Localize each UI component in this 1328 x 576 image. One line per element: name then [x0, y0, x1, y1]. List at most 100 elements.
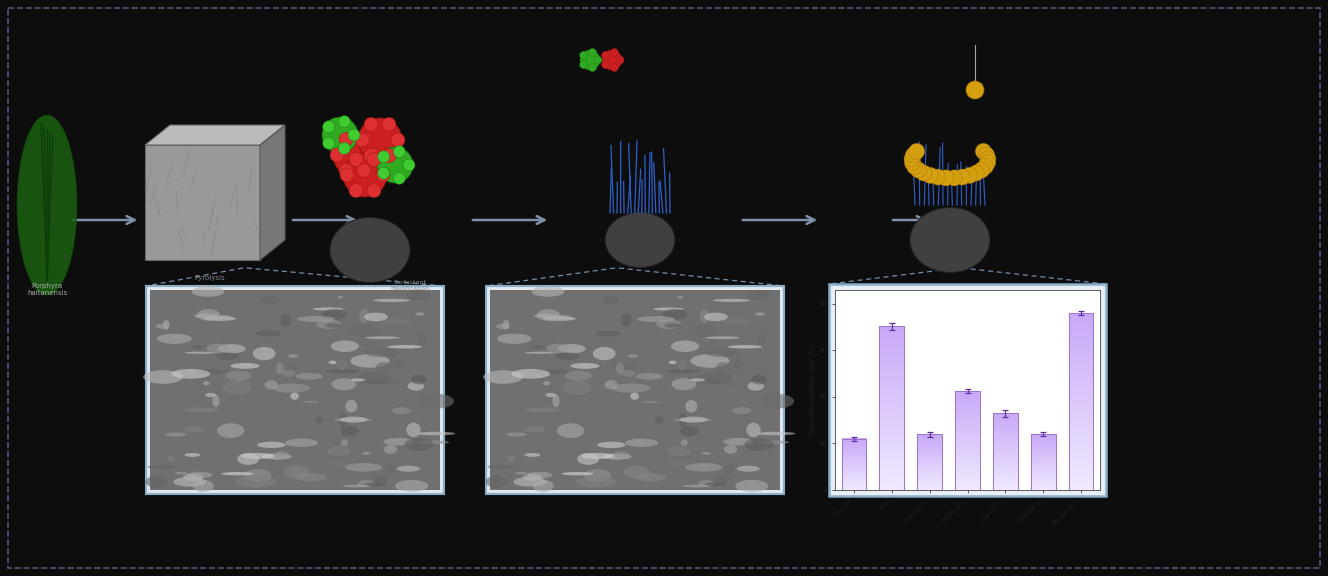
Ellipse shape — [373, 299, 410, 302]
Circle shape — [616, 56, 624, 64]
Circle shape — [588, 63, 596, 71]
Ellipse shape — [580, 453, 615, 459]
Circle shape — [611, 63, 619, 71]
Ellipse shape — [384, 438, 413, 445]
Circle shape — [594, 56, 602, 64]
Ellipse shape — [388, 345, 422, 348]
Circle shape — [349, 153, 363, 166]
Ellipse shape — [602, 295, 620, 304]
Ellipse shape — [313, 308, 344, 310]
Ellipse shape — [416, 312, 425, 316]
Ellipse shape — [193, 480, 214, 492]
Ellipse shape — [316, 416, 323, 424]
Circle shape — [602, 51, 610, 59]
Ellipse shape — [567, 386, 582, 400]
Ellipse shape — [506, 433, 527, 437]
Ellipse shape — [252, 347, 275, 360]
Ellipse shape — [396, 480, 429, 492]
Ellipse shape — [351, 378, 365, 381]
Ellipse shape — [275, 325, 290, 335]
Text: Pyrolysis: Pyrolysis — [195, 275, 226, 281]
Ellipse shape — [187, 472, 212, 478]
Circle shape — [923, 168, 939, 183]
Ellipse shape — [238, 453, 259, 465]
Ellipse shape — [525, 453, 540, 457]
Bar — [842, 439, 866, 490]
Bar — [146, 286, 444, 494]
Ellipse shape — [756, 312, 765, 316]
Ellipse shape — [272, 384, 309, 393]
Ellipse shape — [333, 418, 372, 422]
Circle shape — [321, 117, 359, 153]
Ellipse shape — [203, 316, 236, 321]
Ellipse shape — [185, 453, 201, 457]
Ellipse shape — [282, 370, 295, 377]
Ellipse shape — [636, 373, 663, 380]
Ellipse shape — [367, 382, 400, 385]
Ellipse shape — [193, 345, 203, 348]
Ellipse shape — [345, 400, 357, 412]
Ellipse shape — [288, 354, 299, 358]
Ellipse shape — [546, 393, 556, 397]
Ellipse shape — [406, 423, 421, 437]
Circle shape — [348, 129, 360, 141]
Ellipse shape — [183, 426, 205, 433]
Ellipse shape — [546, 344, 568, 353]
Circle shape — [357, 164, 371, 177]
Ellipse shape — [393, 359, 404, 369]
Circle shape — [907, 158, 923, 175]
Ellipse shape — [713, 475, 728, 484]
Ellipse shape — [226, 370, 251, 381]
Ellipse shape — [487, 465, 517, 469]
Ellipse shape — [616, 363, 624, 374]
Ellipse shape — [157, 334, 191, 344]
Ellipse shape — [175, 472, 187, 475]
Ellipse shape — [166, 433, 187, 437]
Ellipse shape — [185, 352, 215, 354]
Circle shape — [393, 172, 405, 184]
Circle shape — [946, 170, 961, 186]
Ellipse shape — [534, 313, 556, 319]
Ellipse shape — [683, 484, 709, 487]
Ellipse shape — [543, 381, 550, 385]
Ellipse shape — [236, 476, 276, 488]
Ellipse shape — [679, 413, 687, 427]
Circle shape — [906, 147, 922, 163]
Bar — [1031, 434, 1056, 490]
Bar — [150, 290, 440, 490]
Ellipse shape — [328, 446, 351, 456]
Bar — [879, 326, 904, 490]
Ellipse shape — [291, 393, 299, 400]
Ellipse shape — [669, 361, 677, 364]
Ellipse shape — [746, 423, 761, 437]
Ellipse shape — [736, 480, 769, 492]
Ellipse shape — [697, 372, 732, 383]
Ellipse shape — [420, 394, 454, 408]
Circle shape — [377, 151, 389, 163]
Ellipse shape — [688, 324, 717, 337]
Text: Surfactant
modification: Surfactant modification — [390, 280, 429, 291]
Circle shape — [376, 168, 390, 182]
Ellipse shape — [558, 344, 586, 353]
Ellipse shape — [316, 320, 341, 329]
Ellipse shape — [668, 446, 691, 456]
Bar — [1069, 313, 1093, 490]
Ellipse shape — [685, 400, 697, 412]
Ellipse shape — [732, 407, 752, 414]
Ellipse shape — [705, 336, 740, 339]
Ellipse shape — [223, 381, 251, 395]
Ellipse shape — [262, 295, 280, 304]
Ellipse shape — [724, 445, 737, 454]
Ellipse shape — [700, 309, 709, 323]
Circle shape — [602, 50, 622, 70]
Ellipse shape — [280, 313, 292, 327]
Bar — [993, 413, 1017, 490]
Ellipse shape — [364, 313, 388, 321]
Ellipse shape — [680, 426, 699, 436]
Ellipse shape — [337, 359, 347, 370]
Circle shape — [382, 118, 396, 131]
Ellipse shape — [341, 439, 348, 446]
Ellipse shape — [681, 439, 688, 446]
Ellipse shape — [733, 359, 744, 369]
Ellipse shape — [417, 432, 456, 435]
